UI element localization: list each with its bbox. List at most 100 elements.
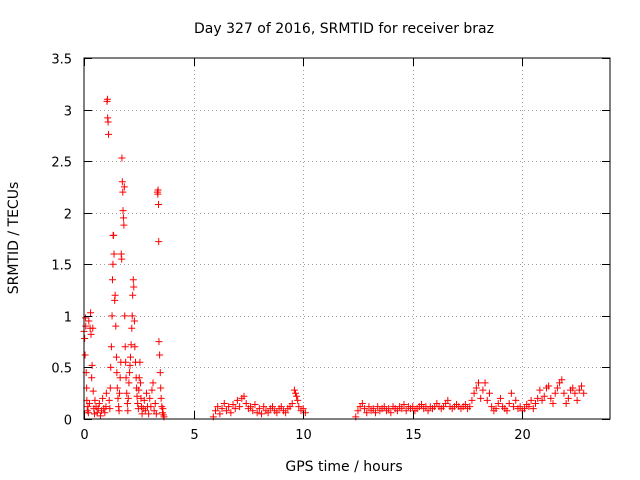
data-point [560, 389, 568, 397]
data-point [84, 403, 92, 411]
data-point [290, 386, 298, 394]
data-point [371, 409, 379, 417]
data-point [120, 183, 128, 191]
data-point [108, 276, 116, 284]
data-point [106, 384, 114, 392]
data-point [494, 400, 502, 408]
data-point [418, 401, 426, 409]
y-tick-label: 2.5 [51, 156, 72, 171]
data-point [122, 374, 130, 382]
data-point [105, 396, 113, 404]
data-point [444, 396, 452, 404]
data-point [468, 396, 476, 404]
data-point [124, 407, 132, 415]
data-point [152, 410, 160, 418]
data-point [110, 231, 118, 239]
data-point [538, 396, 546, 404]
data-point [293, 392, 301, 400]
data-point [294, 396, 302, 404]
y-tick-label: 0 [64, 414, 72, 429]
data-point [108, 312, 116, 320]
data-point [564, 394, 572, 402]
chart-title: Day 327 of 2016, SRMTID for receiver bra… [194, 21, 494, 37]
data-point [102, 403, 110, 411]
data-point [216, 410, 224, 418]
data-point [107, 363, 115, 371]
data-point [88, 361, 96, 369]
data-point [387, 409, 395, 417]
data-point [113, 384, 121, 392]
data-point [130, 283, 138, 291]
data-point [361, 405, 369, 413]
x-tick-label: 0 [80, 428, 88, 443]
data-point [485, 389, 493, 397]
data-point [137, 379, 145, 387]
data-point [93, 409, 101, 417]
data-point [222, 407, 230, 415]
data-point [131, 343, 139, 351]
data-point [118, 255, 126, 263]
data-point [258, 410, 266, 418]
data-point [385, 405, 393, 413]
data-point [107, 343, 115, 351]
data-point [122, 358, 130, 366]
data-point [87, 330, 95, 338]
data-point [212, 407, 219, 415]
data-point [145, 410, 153, 418]
data-point [527, 396, 535, 404]
data-point [398, 405, 406, 413]
data-point [81, 351, 89, 359]
data-point [151, 400, 159, 408]
data-point [154, 186, 162, 194]
data-point [540, 392, 548, 400]
data-point [115, 407, 123, 415]
y-tick-label: 1.5 [51, 259, 72, 274]
data-point [118, 178, 126, 186]
data-point [220, 400, 228, 408]
data-point [113, 369, 121, 377]
data-point [130, 317, 138, 325]
data-point [510, 403, 518, 411]
data-point [562, 400, 570, 408]
data-point [95, 400, 103, 408]
data-point [291, 389, 299, 397]
data-point [575, 386, 583, 394]
data-point [475, 379, 482, 387]
data-point [282, 409, 290, 417]
data-point [536, 386, 544, 394]
data-point [134, 400, 142, 408]
data-point [488, 403, 496, 411]
data-point [547, 394, 555, 402]
data-point [492, 405, 500, 413]
data-point [114, 394, 122, 402]
data-point [85, 317, 93, 325]
data-point [155, 200, 163, 208]
data-point [578, 382, 586, 390]
data-point [264, 409, 272, 417]
data-point [409, 403, 417, 411]
data-point [141, 407, 149, 415]
data-point [123, 400, 131, 408]
data-point [358, 400, 366, 408]
data-point [101, 409, 109, 417]
data-point [260, 403, 268, 411]
x-tick-label: 10 [295, 428, 312, 443]
data-point [481, 379, 489, 387]
data-point [133, 392, 141, 400]
data-point [136, 358, 144, 366]
data-point [240, 392, 248, 400]
data-point [354, 407, 362, 415]
data-point [116, 374, 124, 382]
data-point [119, 188, 127, 196]
axis-ticks: 0 0.5 1 1.5 2 2.5 3 3.5 0 5 10 15 20 [51, 53, 610, 443]
data-point [89, 387, 97, 395]
data-point [129, 291, 137, 299]
data-point [503, 407, 511, 415]
data-point [249, 407, 257, 415]
data-point [149, 379, 157, 387]
x-tick-label: 5 [190, 428, 198, 443]
data-point [148, 386, 156, 394]
data-point [229, 401, 237, 409]
